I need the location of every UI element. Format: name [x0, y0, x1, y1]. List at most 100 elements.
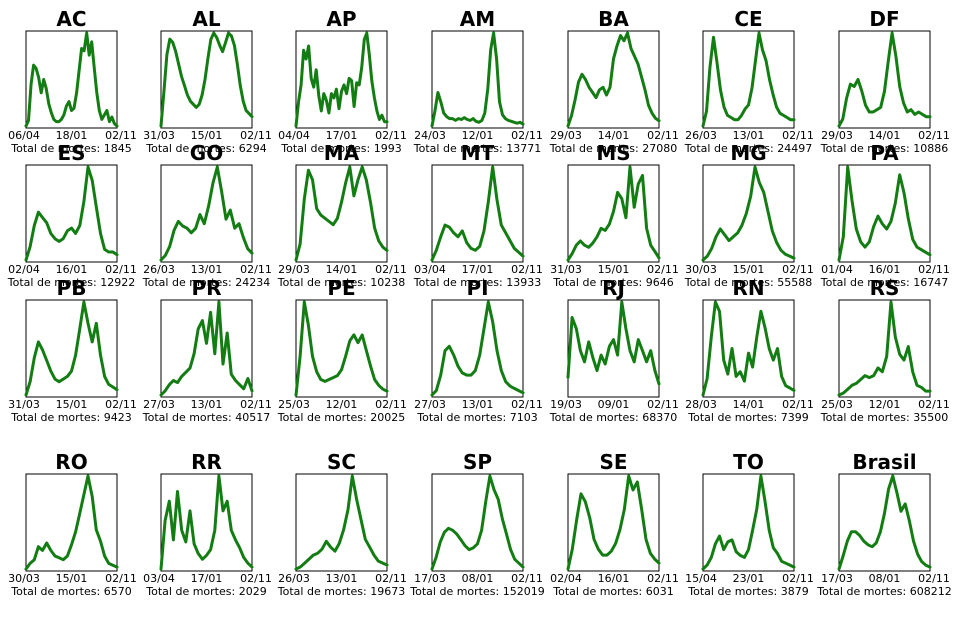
total-deaths-label: Total de mortes: 10238	[277, 276, 405, 289]
series-line	[430, 300, 525, 397]
x-tick-label: 02/11	[105, 398, 137, 411]
total-prefix: Total de mortes:	[145, 142, 238, 155]
x-tick-label: 02/11	[782, 129, 814, 142]
panel-title: PR	[191, 276, 221, 300]
x-tick-label: 17/01	[326, 129, 358, 142]
panel-title: TO	[733, 450, 764, 474]
total-prefix: Total de mortes:	[409, 585, 502, 598]
x-tick-label: 02/11	[918, 572, 950, 585]
total-deaths-label: Total de mortes: 6294	[145, 142, 266, 155]
total-deaths-label: Total de mortes: 9646	[552, 276, 673, 289]
x-tick-label: 15/01	[56, 572, 88, 585]
plot-frame	[431, 30, 524, 129]
panel-title: MT	[461, 141, 495, 165]
panel-title: MG	[730, 141, 766, 165]
x-tick-label: 26/03	[685, 129, 717, 142]
total-value: 1993	[374, 142, 402, 155]
total-prefix: Total de mortes:	[413, 142, 506, 155]
plot-frame	[567, 299, 660, 398]
panel-title: SE	[599, 450, 627, 474]
series-line	[159, 474, 254, 571]
series-line	[294, 300, 389, 397]
plot-frame	[702, 299, 795, 398]
total-value: 6294	[239, 142, 267, 155]
total-deaths-label: Total de mortes: 6570	[10, 585, 131, 598]
total-prefix: Total de mortes:	[142, 411, 235, 424]
plot-frame	[160, 473, 253, 572]
total-prefix: Total de mortes:	[684, 142, 777, 155]
x-tick-label: 02/11	[375, 572, 407, 585]
series-line	[837, 165, 932, 262]
total-deaths-label: Total de mortes: 7399	[687, 411, 808, 424]
series-line	[701, 474, 796, 571]
series-line	[294, 165, 389, 262]
plot-frame	[295, 299, 388, 398]
series-line	[24, 474, 119, 571]
total-prefix: Total de mortes:	[142, 276, 235, 289]
plot-frame	[25, 473, 118, 572]
x-tick-label: 02/11	[375, 398, 407, 411]
total-value: 10238	[370, 276, 405, 289]
total-deaths-label: Total de mortes: 20025	[277, 411, 405, 424]
x-tick-label: 02/11	[647, 572, 679, 585]
x-tick-label: 14/01	[326, 263, 358, 276]
x-tick-label: 27/03	[414, 398, 446, 411]
total-deaths-label: Total de mortes: 24497	[684, 142, 812, 155]
total-value: 7103	[510, 411, 538, 424]
total-deaths-label: Total de mortes: 7103	[416, 411, 537, 424]
total-deaths-label: Total de mortes: 1845	[10, 142, 131, 155]
x-tick-label: 26/03	[143, 263, 175, 276]
panel-title: PI	[466, 276, 488, 300]
series-line	[430, 31, 525, 128]
total-value: 68370	[642, 411, 677, 424]
x-tick-label: 23/01	[733, 572, 765, 585]
total-prefix: Total de mortes:	[684, 276, 777, 289]
total-deaths-label: Total de mortes: 10886	[820, 142, 948, 155]
panel-title: RN	[732, 276, 764, 300]
total-value: 10886	[913, 142, 948, 155]
total-value: 19673	[370, 585, 405, 598]
panel-title: RR	[191, 450, 222, 474]
plot-frame	[431, 473, 524, 572]
total-value: 13771	[506, 142, 541, 155]
plot-frame	[567, 473, 660, 572]
x-tick-label: 04/04	[278, 129, 310, 142]
series-line	[701, 300, 796, 397]
total-value: 1845	[104, 142, 132, 155]
total-value: 24234	[235, 276, 270, 289]
x-tick-label: 01/04	[821, 263, 853, 276]
series-line	[566, 165, 661, 262]
panel-title: RO	[55, 450, 87, 474]
x-tick-label: 02/11	[511, 263, 543, 276]
total-deaths-label: Total de mortes: 16747	[820, 276, 948, 289]
x-tick-label: 16/01	[598, 572, 630, 585]
series-line	[701, 165, 796, 262]
total-value: 9646	[646, 276, 674, 289]
x-tick-label: 27/03	[143, 398, 175, 411]
x-tick-label: 15/01	[191, 129, 223, 142]
plot-frame	[567, 164, 660, 263]
x-tick-label: 17/01	[191, 572, 223, 585]
x-tick-label: 17/03	[414, 572, 446, 585]
x-tick-label: 19/03	[550, 398, 582, 411]
series-line	[837, 31, 932, 128]
total-value: 12922	[100, 276, 135, 289]
panel-title: DF	[869, 7, 899, 31]
total-deaths-label: Total de mortes: 152019	[409, 585, 544, 598]
plot-frame	[838, 473, 931, 572]
total-deaths-label: Total de mortes: 3879	[687, 585, 808, 598]
plot-frame	[431, 299, 524, 398]
panel-title: MA	[324, 141, 360, 165]
x-tick-label: 02/11	[240, 129, 272, 142]
